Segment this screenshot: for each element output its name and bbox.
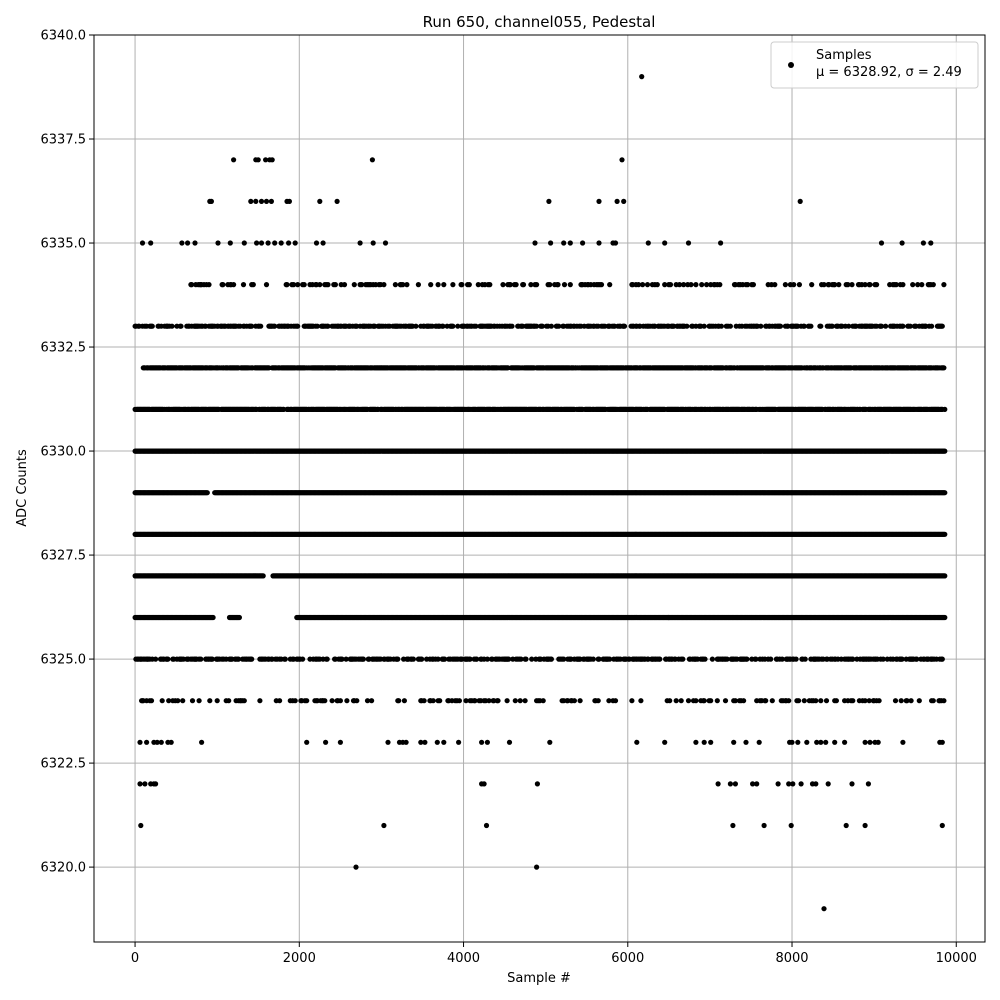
data-point	[260, 573, 266, 579]
data-point	[942, 448, 948, 454]
chart-title: Run 650, channel055, Pedestal	[423, 13, 656, 31]
data-point	[236, 614, 242, 621]
data-point	[204, 490, 210, 496]
data-points	[132, 74, 948, 912]
data-point	[942, 614, 948, 621]
data-point	[942, 490, 948, 496]
data-point	[210, 614, 216, 621]
data-point	[942, 531, 948, 537]
data-point	[942, 573, 948, 579]
